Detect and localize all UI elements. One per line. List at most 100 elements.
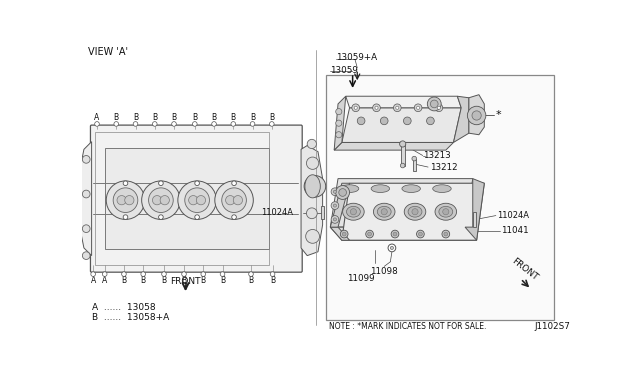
Circle shape bbox=[102, 272, 107, 276]
Circle shape bbox=[331, 188, 339, 196]
Circle shape bbox=[172, 122, 176, 126]
Ellipse shape bbox=[435, 203, 456, 220]
Circle shape bbox=[352, 104, 360, 112]
Circle shape bbox=[193, 122, 197, 126]
Polygon shape bbox=[330, 179, 473, 227]
Circle shape bbox=[350, 209, 356, 215]
Text: B  ......  13058+A: B ...... 13058+A bbox=[92, 314, 170, 323]
Text: 11024A: 11024A bbox=[497, 211, 529, 220]
Text: J1102S7: J1102S7 bbox=[534, 322, 570, 331]
Circle shape bbox=[333, 204, 337, 207]
Circle shape bbox=[249, 272, 253, 276]
Circle shape bbox=[232, 215, 236, 219]
Bar bbox=[95, 132, 269, 265]
Ellipse shape bbox=[373, 203, 395, 220]
Circle shape bbox=[428, 97, 441, 111]
Circle shape bbox=[141, 272, 145, 276]
Circle shape bbox=[195, 181, 200, 186]
Text: B: B bbox=[114, 112, 119, 122]
Bar bbox=[413, 158, 416, 171]
Circle shape bbox=[399, 141, 406, 147]
Circle shape bbox=[307, 157, 319, 169]
Text: 11098: 11098 bbox=[371, 266, 398, 276]
Polygon shape bbox=[346, 96, 461, 108]
Ellipse shape bbox=[433, 185, 451, 192]
Circle shape bbox=[412, 156, 417, 161]
Bar bbox=[401, 144, 405, 166]
Circle shape bbox=[414, 104, 422, 112]
Circle shape bbox=[388, 244, 396, 252]
Circle shape bbox=[125, 196, 134, 205]
Circle shape bbox=[401, 163, 405, 168]
Text: B: B bbox=[231, 112, 236, 122]
Ellipse shape bbox=[408, 206, 422, 217]
Circle shape bbox=[117, 196, 126, 205]
Ellipse shape bbox=[346, 206, 360, 217]
Circle shape bbox=[372, 104, 380, 112]
Ellipse shape bbox=[342, 203, 364, 220]
Circle shape bbox=[212, 122, 216, 126]
Circle shape bbox=[412, 209, 418, 215]
Circle shape bbox=[189, 196, 198, 205]
Text: B: B bbox=[152, 112, 157, 122]
Ellipse shape bbox=[402, 185, 420, 192]
Circle shape bbox=[390, 246, 394, 250]
Circle shape bbox=[231, 122, 236, 126]
Polygon shape bbox=[330, 227, 349, 240]
Circle shape bbox=[225, 196, 235, 205]
Text: A: A bbox=[94, 112, 100, 122]
Circle shape bbox=[114, 122, 118, 126]
Circle shape bbox=[307, 140, 316, 148]
Circle shape bbox=[221, 188, 246, 212]
Circle shape bbox=[331, 216, 339, 223]
Text: 13213: 13213 bbox=[424, 151, 451, 160]
Text: A: A bbox=[102, 276, 108, 285]
Text: B: B bbox=[133, 112, 138, 122]
Polygon shape bbox=[334, 96, 346, 150]
Text: 11024A: 11024A bbox=[261, 208, 293, 217]
Circle shape bbox=[123, 181, 128, 186]
Circle shape bbox=[431, 100, 438, 108]
Circle shape bbox=[304, 176, 326, 197]
Text: 13059+A: 13059+A bbox=[336, 53, 377, 62]
Circle shape bbox=[83, 155, 90, 163]
Circle shape bbox=[152, 122, 157, 126]
Circle shape bbox=[113, 188, 138, 212]
Circle shape bbox=[201, 272, 205, 276]
Circle shape bbox=[83, 252, 90, 260]
Polygon shape bbox=[342, 183, 484, 240]
Circle shape bbox=[435, 104, 443, 112]
Circle shape bbox=[331, 202, 339, 209]
Text: B: B bbox=[182, 276, 187, 285]
Circle shape bbox=[195, 215, 200, 219]
Circle shape bbox=[234, 196, 243, 205]
Text: B: B bbox=[248, 276, 253, 285]
Circle shape bbox=[467, 106, 486, 125]
Polygon shape bbox=[334, 142, 454, 150]
Circle shape bbox=[380, 117, 388, 125]
Circle shape bbox=[333, 190, 337, 193]
Ellipse shape bbox=[340, 185, 359, 192]
Text: *: * bbox=[496, 110, 502, 121]
Circle shape bbox=[159, 215, 163, 219]
Polygon shape bbox=[469, 95, 484, 135]
Circle shape bbox=[196, 196, 205, 205]
Text: FRONT: FRONT bbox=[170, 277, 201, 286]
Circle shape bbox=[417, 230, 424, 238]
Ellipse shape bbox=[371, 185, 390, 192]
Circle shape bbox=[396, 106, 399, 109]
Circle shape bbox=[426, 117, 435, 125]
Circle shape bbox=[152, 196, 162, 205]
Circle shape bbox=[367, 232, 371, 236]
Polygon shape bbox=[301, 145, 323, 256]
Text: B: B bbox=[192, 112, 197, 122]
Circle shape bbox=[232, 181, 236, 186]
Circle shape bbox=[393, 232, 397, 236]
Circle shape bbox=[472, 111, 481, 120]
Bar bbox=[321, 206, 324, 219]
Polygon shape bbox=[465, 179, 484, 240]
Text: 11099: 11099 bbox=[348, 274, 375, 283]
Circle shape bbox=[394, 104, 401, 112]
Circle shape bbox=[122, 272, 126, 276]
Text: B: B bbox=[269, 112, 275, 122]
